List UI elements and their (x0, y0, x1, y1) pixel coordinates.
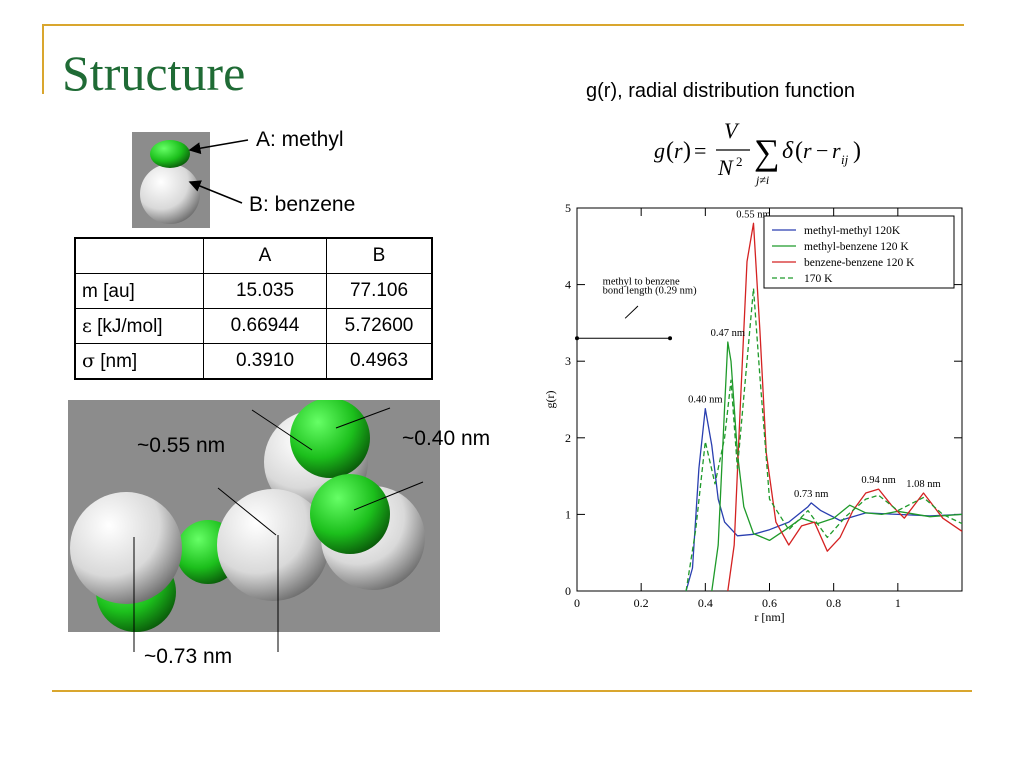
svg-text:∑: ∑ (754, 132, 780, 172)
y-tick-label: 1 (565, 507, 571, 521)
peak-label: 0.94 nm (861, 475, 895, 486)
peak-label: 0.47 nm (711, 328, 745, 339)
x-tick-label: 0.4 (698, 596, 713, 610)
rdf-chart: 0 0.2 0.4 0.6 0.8 1 0 1 2 3 4 5 r [nm] g(r) methyl to … (543, 201, 963, 624)
svg-text:ij: ij (841, 152, 849, 167)
y-tick-label: 3 (565, 354, 571, 368)
svg-text:V: V (724, 118, 740, 143)
series-line-2 (727, 222, 963, 592)
x-tick-label: 1 (895, 596, 901, 610)
bond-endpoint (575, 336, 579, 341)
x-tick-label: 0.6 (762, 596, 777, 610)
table-header-row: A B (74, 237, 433, 274)
parameter-table: A B m [au] 15.035 77.106 ε [kJ/mol] 0.66… (74, 237, 433, 380)
slide-title: Structure (62, 45, 246, 101)
peak-label: 0.40 nm (688, 395, 722, 406)
table-cell: 77.106 (326, 273, 433, 309)
peak-label: 1.08 nm (906, 479, 940, 490)
svg-text:r: r (674, 138, 683, 163)
bond-endpoint (668, 336, 673, 341)
legend-label: methyl-benzene 120 K (804, 241, 909, 253)
svg-text:δ: δ (782, 138, 794, 164)
svg-text:r: r (832, 138, 841, 163)
svg-text:2: 2 (736, 154, 743, 169)
bond-note-arrow (624, 305, 639, 319)
series-line-3 (685, 287, 963, 592)
legend-box (763, 215, 955, 289)
top-rule (42, 24, 964, 26)
legend-label: methyl-methyl 120K (804, 225, 901, 237)
table-cell: 0.4963 (326, 343, 433, 380)
x-tick-label: 0.8 (826, 596, 841, 610)
svg-text:j≠i: j≠i (754, 173, 769, 187)
table-header-cell: A (203, 237, 327, 274)
y-axis-label: g(r) (543, 391, 557, 409)
table-cell: 0.3910 (203, 343, 327, 380)
series-line-1 (711, 341, 963, 592)
table-header-cell: B (326, 237, 433, 274)
molecular-cluster-image (68, 400, 440, 632)
svg-text:N: N (717, 155, 734, 180)
y-tick-label: 5 (565, 201, 571, 215)
table-cell: 15.035 (203, 273, 327, 309)
x-tick-label: 0.2 (634, 596, 649, 610)
bond-note: methyl to benzene (603, 277, 680, 288)
bond-note: bond length (0.29 nm) (603, 285, 697, 296)
svg-text:=: = (694, 138, 706, 163)
svg-text:(: ( (666, 138, 674, 164)
distance-073-label: ~0.73 nm (144, 645, 233, 668)
y-tick-label: 0 (565, 584, 571, 598)
x-axis-label: r [nm] (754, 610, 784, 624)
formula-title: g(r), radial distribution function (586, 80, 856, 102)
legend-label: benzene-benzene 120 K (804, 257, 915, 269)
svg-text:): ) (853, 138, 861, 164)
distance-055-label: ~0.55 nm (137, 434, 226, 457)
svg-text:(: ( (795, 138, 803, 164)
bottom-rule (52, 690, 972, 692)
peak-label: 0.73 nm (794, 489, 828, 500)
svg-text:−: − (816, 138, 828, 163)
table-row: m [au] 15.035 77.106 (74, 273, 433, 309)
row-label: ε [kJ/mol] (74, 308, 204, 344)
rdf-formula: g ( r ) = V N 2 ∑ j≠i δ ( r − r ij ) (654, 118, 861, 187)
legend-label: 170 K (804, 273, 833, 285)
svg-text:g: g (654, 138, 665, 163)
svg-text:r: r (803, 138, 812, 163)
x-tick-label: 0 (574, 596, 580, 610)
table-cell: 5.72600 (326, 308, 433, 344)
table-cell: 0.66944 (203, 308, 327, 344)
y-tick-label: 2 (565, 431, 571, 445)
methyl-label: A: methyl (256, 128, 344, 151)
svg-text:): ) (683, 138, 691, 164)
left-rule (42, 24, 44, 94)
distance-040-label: ~0.40 nm (402, 427, 491, 450)
table-row: σ [nm] 0.3910 0.4963 (74, 343, 433, 380)
peak-label: 0.55 nm (736, 209, 770, 220)
y-tick-label: 4 (565, 278, 571, 292)
row-label: m [au] (74, 273, 204, 309)
benzene-label: B: benzene (249, 193, 356, 216)
table-row: ε [kJ/mol] 0.66944 5.72600 (74, 308, 433, 344)
